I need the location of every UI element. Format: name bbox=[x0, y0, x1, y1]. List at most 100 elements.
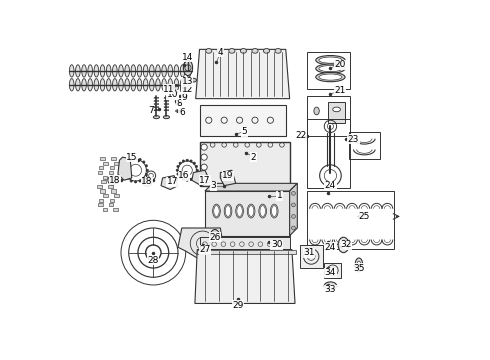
Circle shape bbox=[196, 169, 198, 171]
Ellipse shape bbox=[224, 204, 232, 218]
Ellipse shape bbox=[186, 78, 191, 91]
Polygon shape bbox=[199, 105, 286, 136]
Text: 32: 32 bbox=[340, 240, 351, 249]
Text: 35: 35 bbox=[353, 264, 365, 273]
Ellipse shape bbox=[252, 49, 258, 53]
Ellipse shape bbox=[271, 206, 277, 216]
Circle shape bbox=[146, 169, 148, 171]
Circle shape bbox=[196, 173, 197, 175]
Bar bbox=[102, 176, 107, 179]
Ellipse shape bbox=[264, 49, 270, 53]
Ellipse shape bbox=[210, 230, 220, 242]
Ellipse shape bbox=[168, 78, 172, 91]
Bar bbox=[324, 263, 341, 278]
Bar bbox=[114, 194, 119, 197]
Text: 21: 21 bbox=[334, 86, 345, 95]
Bar bbox=[300, 245, 323, 268]
Bar bbox=[99, 199, 103, 202]
Circle shape bbox=[186, 159, 188, 161]
Text: 19: 19 bbox=[222, 171, 234, 180]
Bar bbox=[307, 119, 350, 188]
Circle shape bbox=[179, 162, 181, 165]
Ellipse shape bbox=[181, 94, 187, 97]
Circle shape bbox=[126, 177, 128, 180]
Text: 3: 3 bbox=[211, 181, 216, 190]
Bar bbox=[113, 176, 118, 179]
Bar bbox=[110, 166, 114, 170]
Bar bbox=[307, 191, 393, 249]
Bar bbox=[307, 53, 350, 89]
Ellipse shape bbox=[237, 206, 242, 216]
Circle shape bbox=[179, 176, 181, 179]
Bar bbox=[114, 162, 119, 165]
Ellipse shape bbox=[100, 65, 105, 77]
Circle shape bbox=[123, 169, 125, 171]
Ellipse shape bbox=[316, 55, 345, 65]
Ellipse shape bbox=[275, 49, 281, 53]
Ellipse shape bbox=[174, 78, 179, 91]
Circle shape bbox=[143, 161, 145, 163]
Circle shape bbox=[193, 162, 196, 165]
Ellipse shape bbox=[185, 84, 189, 87]
Bar bbox=[109, 203, 113, 206]
Text: 6: 6 bbox=[179, 108, 185, 117]
Ellipse shape bbox=[94, 65, 98, 77]
Text: 18: 18 bbox=[109, 176, 121, 185]
Text: 1: 1 bbox=[277, 191, 283, 200]
Ellipse shape bbox=[292, 203, 295, 207]
Circle shape bbox=[130, 180, 132, 182]
Ellipse shape bbox=[82, 78, 86, 91]
Ellipse shape bbox=[106, 78, 111, 91]
Text: 4: 4 bbox=[218, 48, 223, 57]
Bar bbox=[101, 180, 106, 183]
Text: 10: 10 bbox=[167, 90, 178, 99]
Ellipse shape bbox=[201, 144, 207, 150]
Text: 17: 17 bbox=[199, 176, 211, 185]
Ellipse shape bbox=[176, 101, 180, 105]
Ellipse shape bbox=[156, 65, 160, 77]
Ellipse shape bbox=[149, 78, 154, 91]
Text: 18: 18 bbox=[142, 177, 153, 186]
Text: 16: 16 bbox=[178, 171, 190, 180]
Ellipse shape bbox=[180, 78, 185, 91]
Ellipse shape bbox=[185, 88, 189, 91]
Text: 25: 25 bbox=[359, 212, 370, 221]
Ellipse shape bbox=[131, 65, 136, 77]
Polygon shape bbox=[205, 183, 297, 191]
Ellipse shape bbox=[113, 65, 117, 77]
Bar bbox=[111, 189, 116, 193]
Polygon shape bbox=[195, 249, 295, 303]
Ellipse shape bbox=[70, 78, 74, 91]
Bar bbox=[197, 249, 296, 254]
Ellipse shape bbox=[106, 65, 111, 77]
Ellipse shape bbox=[314, 107, 319, 115]
Ellipse shape bbox=[201, 164, 207, 170]
Ellipse shape bbox=[248, 206, 254, 216]
Text: 28: 28 bbox=[147, 256, 159, 265]
Ellipse shape bbox=[137, 65, 142, 77]
Circle shape bbox=[176, 169, 178, 171]
Text: 24: 24 bbox=[325, 181, 336, 190]
Bar bbox=[97, 185, 102, 188]
Ellipse shape bbox=[341, 240, 346, 249]
Circle shape bbox=[139, 180, 141, 182]
Ellipse shape bbox=[319, 66, 342, 72]
Polygon shape bbox=[118, 157, 132, 180]
Bar bbox=[103, 162, 108, 165]
Circle shape bbox=[177, 165, 179, 168]
Polygon shape bbox=[161, 176, 178, 189]
Text: 34: 34 bbox=[325, 268, 336, 277]
Bar bbox=[98, 203, 102, 206]
Ellipse shape bbox=[171, 87, 174, 89]
Ellipse shape bbox=[260, 206, 266, 216]
Ellipse shape bbox=[143, 65, 148, 77]
Bar bbox=[307, 95, 350, 136]
Ellipse shape bbox=[236, 204, 244, 218]
Ellipse shape bbox=[247, 204, 255, 218]
Bar bbox=[100, 189, 105, 193]
Bar bbox=[328, 102, 345, 123]
Ellipse shape bbox=[168, 65, 172, 77]
Ellipse shape bbox=[149, 65, 154, 77]
Ellipse shape bbox=[163, 116, 170, 119]
Text: 5: 5 bbox=[241, 127, 247, 136]
